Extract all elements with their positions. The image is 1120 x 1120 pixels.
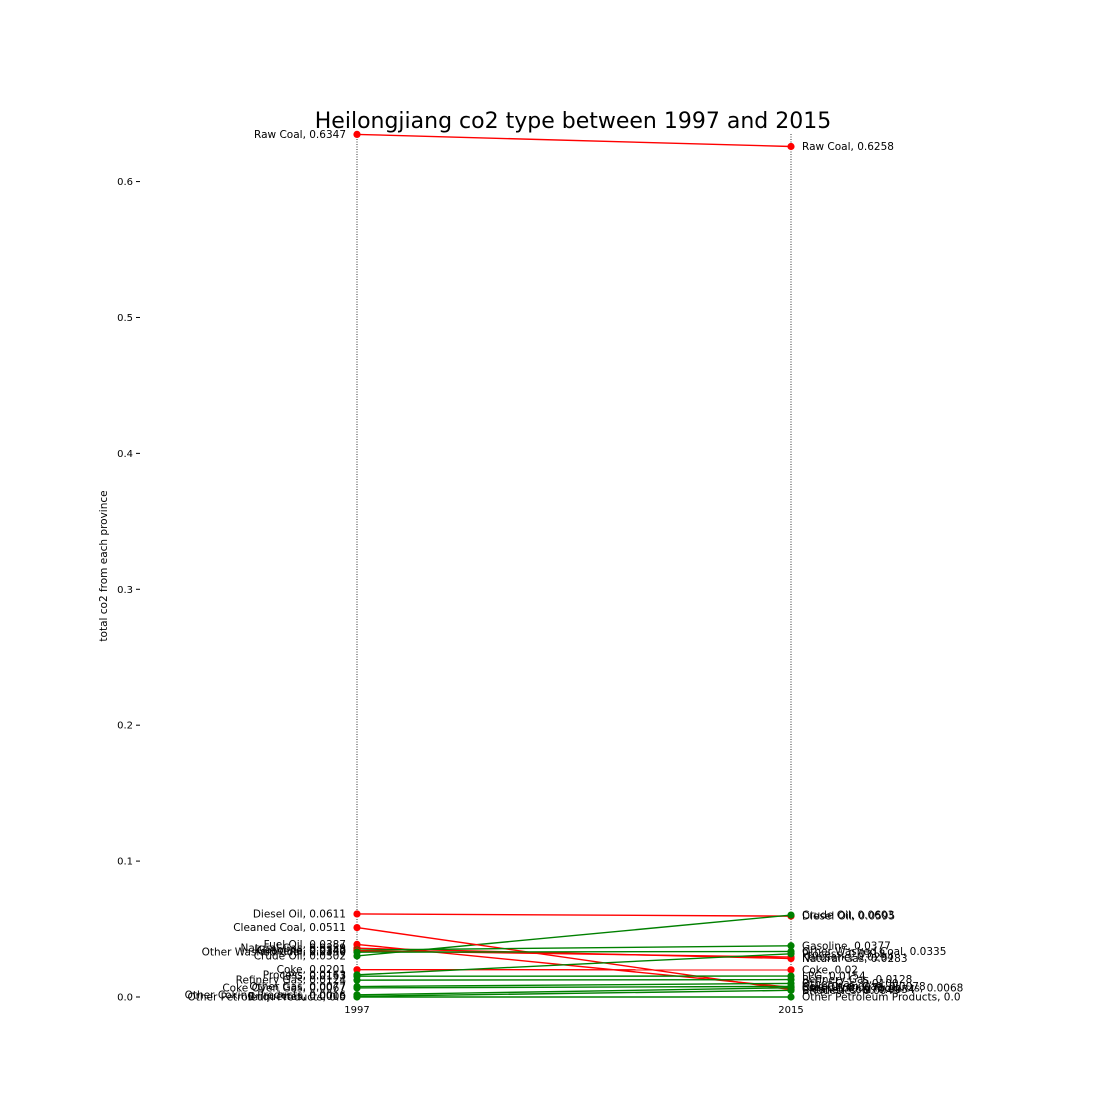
point-label: Natural Gas, 0.0283 [802, 953, 908, 965]
series-line [356, 987, 792, 996]
point-label: Natural Gas, 0.0359 [240, 943, 346, 955]
series-line [356, 982, 792, 988]
series-line [356, 945, 792, 951]
y-tick-label: 0.1 [117, 857, 133, 868]
data-point [353, 948, 361, 956]
point-label: Other Petroleum Products, 0.0 [802, 992, 961, 1004]
point-label: Process, 0.0163 [263, 969, 346, 981]
chart-title: Heilongjiang co2 type between 1997 and 2… [315, 109, 831, 134]
series-line [356, 953, 792, 976]
point-label: Diesel Oil, 0.0611 [253, 908, 346, 920]
x-axis: 1997 2015 [344, 134, 804, 1016]
point-label: Other Coking Products, 0.0016 [185, 989, 347, 1001]
point-label: Kerosene, 0.0294 [802, 952, 894, 964]
point-label: Raw Coal, 0.6258 [802, 141, 894, 153]
point-label: Other Washed Coal, 0.0335 [802, 946, 946, 958]
point-label: Fuel Oil, 0.0387 [264, 939, 346, 951]
series-line [356, 985, 792, 989]
y-tick-label: 0.4 [117, 449, 133, 460]
data-point [787, 993, 795, 1001]
point-label: Cleaned Coal, 0.0511 [233, 922, 346, 934]
point-label: Fuel Oil, 0.0071 [802, 982, 884, 994]
point-label: Other Gas, 0.0077 [249, 981, 346, 993]
point-label: Other Petroleum Products, 0.0 [187, 992, 346, 1004]
point-label: Other Gas, 0.0100 [802, 978, 899, 990]
y-tick-label: 0.3 [117, 585, 133, 596]
series-line [356, 943, 792, 989]
data-point [353, 910, 361, 918]
point-label: Process, 0.0318 [802, 948, 885, 960]
point-label: LPG, 0.0153 [282, 971, 346, 983]
data-point [787, 966, 795, 974]
point-label: Coke Oven Gas, 0.0078 [802, 981, 926, 993]
data-point [353, 976, 361, 984]
x-tick-label: 1997 [344, 1005, 369, 1016]
data-point [787, 911, 795, 919]
point-label: Crude Oil, 0.0603 [802, 910, 894, 922]
data-point [353, 923, 361, 932]
point-label: Gasoline, 0.0345 [257, 945, 346, 957]
series-line [356, 913, 792, 917]
y-tick-label: 0.2 [117, 721, 133, 732]
point-label: Raw Coal, 0.6347 [254, 129, 346, 141]
series-line [356, 978, 792, 981]
point-label: Other Washed Coal, 0.0330 [202, 947, 346, 959]
series-line [356, 133, 792, 148]
data-point [353, 971, 361, 979]
y-tick-label: 0.0 [117, 993, 133, 1004]
data-point [787, 942, 795, 950]
series-lines [356, 133, 792, 998]
point-label: Briquettes, 0.0005 [248, 991, 346, 1003]
point-label: Coke, 0.02 [802, 964, 858, 976]
data-point [353, 130, 361, 139]
point-label: Cleaned Coal, 0.0054 [802, 984, 915, 996]
data-point [787, 986, 795, 994]
series-line [356, 950, 792, 953]
point-label: LPG, 0.0154 [802, 971, 866, 983]
y-axis-label: total co2 from each province [98, 490, 110, 641]
data-point [353, 984, 361, 992]
point-label: Refinery Gas, 0.0128 [802, 974, 912, 986]
data-point [353, 966, 361, 974]
data-point [787, 142, 795, 151]
x-tick-label: 2015 [778, 1005, 803, 1016]
data-point [353, 993, 361, 1001]
point-label: Crude Oil, 0.0302 [254, 950, 346, 962]
y-tick-label: 0.5 [117, 313, 133, 324]
point-label: Coke, 0.0201 [277, 964, 346, 976]
point-label: Diesel Oil, 0.0595 [802, 911, 895, 923]
point-labels: Raw Coal, 0.6347 Raw Coal, 0.6258 Diesel O… [185, 129, 964, 1004]
point-label: Coke Oven Gas, 0.0067 [222, 982, 346, 994]
series-line [356, 989, 792, 998]
point-label: Briquettes, 0.0049 [802, 985, 900, 997]
point-label: Kerosene, 0.0340 [254, 945, 346, 957]
point-label: Gasoline, 0.0377 [802, 940, 891, 952]
point-label: Refinery Gas, 0.0124 [236, 975, 347, 987]
y-axis: 0.0 0.1 0.2 0.3 0.4 0.5 0.6 [117, 177, 140, 1004]
y-tick-label: 0.6 [117, 177, 133, 188]
series-points [353, 130, 795, 1001]
point-label: Other Coking Products, 0.0068 [802, 982, 963, 994]
data-point [787, 950, 795, 958]
